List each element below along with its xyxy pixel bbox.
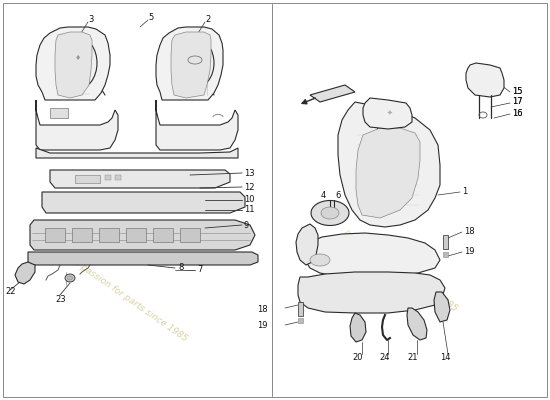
Bar xyxy=(443,252,448,257)
Text: 18: 18 xyxy=(257,304,268,314)
Polygon shape xyxy=(303,225,440,277)
Text: 19: 19 xyxy=(257,322,268,330)
Bar xyxy=(50,108,68,118)
Text: 17: 17 xyxy=(512,98,522,106)
Polygon shape xyxy=(36,100,118,150)
Polygon shape xyxy=(36,148,238,158)
Text: 1: 1 xyxy=(462,186,468,196)
Polygon shape xyxy=(363,98,412,129)
Bar xyxy=(298,318,303,323)
Text: 13: 13 xyxy=(244,168,255,178)
Polygon shape xyxy=(36,27,110,100)
Polygon shape xyxy=(350,313,366,342)
Bar xyxy=(115,175,121,180)
Polygon shape xyxy=(15,262,35,284)
Bar xyxy=(298,302,303,316)
Text: ✦: ✦ xyxy=(387,110,393,116)
Text: 15: 15 xyxy=(512,86,522,96)
Polygon shape xyxy=(338,102,440,227)
Text: ♦: ♦ xyxy=(75,55,81,61)
Ellipse shape xyxy=(311,200,349,226)
Text: 3: 3 xyxy=(88,16,94,24)
Bar xyxy=(75,175,100,183)
Text: 17: 17 xyxy=(512,98,522,106)
Text: 22: 22 xyxy=(5,288,15,296)
Polygon shape xyxy=(296,224,318,265)
Ellipse shape xyxy=(65,274,75,282)
Ellipse shape xyxy=(59,37,97,89)
Text: a passion for parts since 1985: a passion for parts since 1985 xyxy=(342,227,459,313)
Text: 15: 15 xyxy=(512,86,522,96)
Ellipse shape xyxy=(176,38,214,88)
Polygon shape xyxy=(434,292,450,322)
Text: 8: 8 xyxy=(178,264,183,272)
Ellipse shape xyxy=(321,207,339,219)
Text: 14: 14 xyxy=(440,354,450,362)
Bar xyxy=(153,228,173,242)
Text: 2: 2 xyxy=(205,16,210,24)
Polygon shape xyxy=(28,252,258,265)
Polygon shape xyxy=(298,272,445,313)
Bar xyxy=(126,228,146,242)
Text: 4: 4 xyxy=(320,192,326,200)
Text: 16: 16 xyxy=(512,108,522,118)
Polygon shape xyxy=(42,192,245,213)
Ellipse shape xyxy=(68,276,73,280)
Polygon shape xyxy=(407,308,427,340)
Polygon shape xyxy=(356,128,420,218)
Text: 16: 16 xyxy=(512,108,522,118)
Polygon shape xyxy=(156,27,223,100)
Text: 7: 7 xyxy=(197,266,202,274)
Text: 11: 11 xyxy=(244,206,255,214)
Polygon shape xyxy=(50,170,230,188)
Polygon shape xyxy=(171,32,211,98)
Bar xyxy=(99,228,119,242)
Bar xyxy=(180,228,200,242)
Text: 6: 6 xyxy=(336,192,340,200)
Polygon shape xyxy=(55,32,92,98)
Bar xyxy=(105,175,111,180)
Bar xyxy=(443,235,448,249)
Text: 18: 18 xyxy=(464,226,475,236)
Text: 9: 9 xyxy=(244,220,249,230)
Bar xyxy=(45,228,65,242)
Polygon shape xyxy=(30,220,255,250)
Text: 24: 24 xyxy=(379,354,390,362)
Text: 20: 20 xyxy=(353,354,363,362)
Ellipse shape xyxy=(310,254,330,266)
Text: a passion for parts since 1985: a passion for parts since 1985 xyxy=(72,257,189,343)
Text: 19: 19 xyxy=(464,246,475,256)
Text: 21: 21 xyxy=(408,354,418,362)
Bar xyxy=(72,228,92,242)
Polygon shape xyxy=(466,63,504,97)
Text: 23: 23 xyxy=(55,296,65,304)
Polygon shape xyxy=(156,100,238,150)
Text: 12: 12 xyxy=(244,182,255,192)
Text: 5: 5 xyxy=(148,14,153,22)
Polygon shape xyxy=(310,85,355,102)
Text: 10: 10 xyxy=(244,196,255,204)
